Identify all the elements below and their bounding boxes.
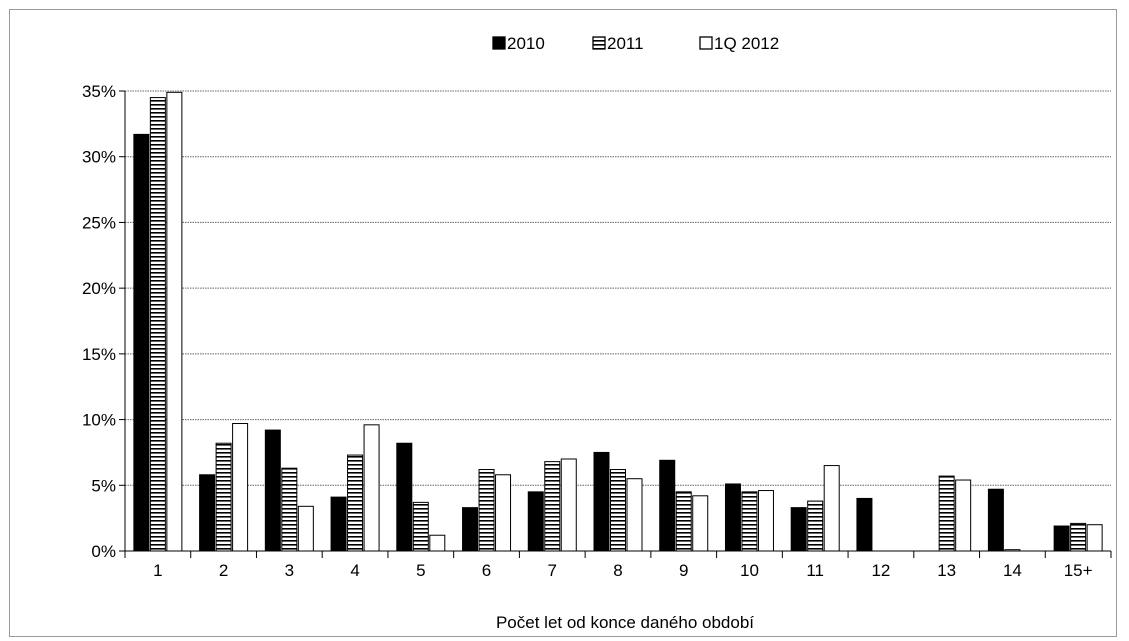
y-tick-label: 35% <box>82 82 116 101</box>
y-tick-label: 15% <box>82 345 116 364</box>
bar <box>281 467 298 552</box>
bar <box>544 461 561 552</box>
x-tick-label: 13 <box>937 561 956 580</box>
bar <box>1070 522 1087 552</box>
x-tick-label: 4 <box>350 561 359 580</box>
legend-label: 2011 <box>607 34 644 53</box>
bar <box>232 423 249 552</box>
bar <box>659 459 676 552</box>
x-tick-label: 5 <box>416 561 425 580</box>
y-tick-label: 30% <box>82 148 116 167</box>
x-tick-label: 10 <box>740 561 759 580</box>
x-tick-label: 3 <box>285 561 294 580</box>
bar <box>264 429 281 552</box>
bar <box>396 442 413 552</box>
bar <box>987 488 1004 552</box>
legend: 2010 2011 1Q 2012 <box>492 34 779 53</box>
bar <box>462 507 479 552</box>
bar <box>149 97 166 552</box>
bar <box>429 534 446 552</box>
y-tick-label: 25% <box>82 213 116 232</box>
bar <box>757 490 774 552</box>
bar <box>790 507 807 552</box>
bar <box>166 91 183 552</box>
legend-swatch <box>492 36 506 50</box>
x-tick-label: 15+ <box>1064 561 1093 580</box>
x-tick-label: 1 <box>153 561 162 580</box>
bar <box>610 469 626 552</box>
x-tick-label: 9 <box>679 561 688 580</box>
bar <box>938 475 955 552</box>
y-tick-label: 10% <box>82 411 116 430</box>
bar <box>1053 525 1070 552</box>
bar <box>347 454 364 552</box>
x-tick-label: 8 <box>613 561 622 580</box>
bar <box>495 474 512 552</box>
bar <box>675 491 692 552</box>
bar <box>363 424 380 552</box>
bar <box>741 491 758 552</box>
bar <box>133 133 150 552</box>
bar <box>724 483 741 552</box>
bar <box>527 491 544 552</box>
bar <box>412 501 429 552</box>
x-axis-label: Počet let od konce daného období <box>496 613 754 632</box>
bar <box>215 442 232 552</box>
x-tick-label: 11 <box>806 561 824 580</box>
y-tick-label: 20% <box>82 279 116 298</box>
gridlines <box>125 90 1111 486</box>
bar <box>297 505 314 552</box>
y-tick-label: 5% <box>91 476 116 495</box>
bars <box>133 91 1103 552</box>
bar <box>1086 524 1103 552</box>
legend-swatch <box>699 36 713 50</box>
legend-swatch <box>592 36 606 50</box>
bar <box>823 465 840 552</box>
bar <box>626 478 643 552</box>
legend-label: 1Q 2012 <box>714 34 779 53</box>
x-tick-label: 2 <box>219 561 228 580</box>
bar <box>593 451 610 552</box>
bar <box>955 479 972 552</box>
bar <box>807 500 824 552</box>
bar <box>856 497 873 552</box>
bar <box>199 474 216 552</box>
bar <box>692 495 709 552</box>
legend-label: 2010 <box>507 34 545 53</box>
x-tick-label: 14 <box>1003 561 1022 580</box>
x-tick-label: 12 <box>871 561 890 580</box>
bar <box>1004 549 1021 552</box>
bar <box>478 469 495 552</box>
bar <box>330 496 347 552</box>
x-tick-label: 7 <box>548 561 557 580</box>
bar <box>560 458 577 552</box>
x-tick-label: 6 <box>482 561 491 580</box>
tick-labels: 0%5%10%15%20%25%30%35%1 2 3 4 5 6 7 8 9 10 11 12 13 1… <box>82 82 1093 580</box>
y-tick-label: 0% <box>91 542 116 561</box>
